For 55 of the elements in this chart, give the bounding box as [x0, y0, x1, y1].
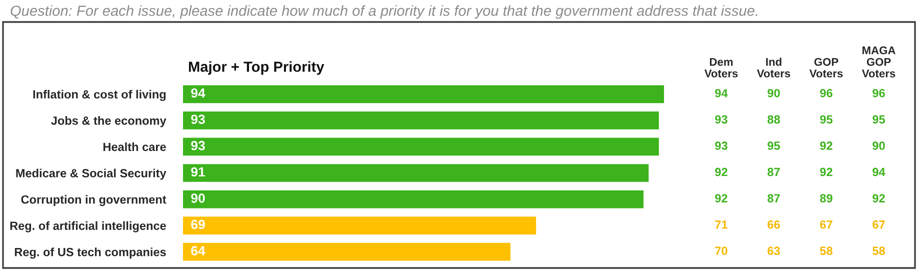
text: 92 [715, 168, 728, 176]
text: 95 [872, 115, 885, 124]
text: 66 [768, 220, 780, 229]
category-label: MAGA GOP Voters [862, 46, 896, 78]
bar [183, 190, 644, 208]
y-tick-label: Reg. of artificial intelligence [10, 221, 166, 232]
data-label: 64 [191, 246, 206, 256]
text: 95 [768, 142, 780, 150]
y-tick-label: Medicare & Social Security [16, 168, 166, 180]
text: 93 [715, 142, 728, 150]
text: 92 [872, 194, 885, 202]
text: 92 [715, 194, 728, 202]
text: 90 [768, 88, 780, 98]
text: 92 [820, 168, 832, 176]
text: 89 [820, 194, 832, 202]
data-label: 93 [191, 140, 205, 150]
category-label: GOP Voters [809, 58, 843, 78]
text: 87 [768, 194, 780, 202]
y-tick-label: Health care [103, 142, 166, 152]
chart-subtitle: Major + Top Priority [188, 61, 324, 75]
data-label: 93 [191, 114, 205, 124]
text: 67 [820, 220, 832, 229]
text: 90 [872, 142, 885, 150]
text: 58 [820, 246, 832, 256]
data-label: 90 [191, 193, 205, 203]
text: 96 [872, 88, 885, 98]
text: 58 [872, 246, 885, 256]
y-tick-label: Corruption in government [21, 195, 166, 206]
chart-title: Question: For each issue, please indicate how much of a priority it is for you that the government address that issue. [10, 5, 758, 19]
y-tick-label: Reg. of US tech companies [14, 248, 166, 259]
bar [183, 138, 659, 156]
text: 96 [820, 88, 832, 98]
text: 94 [715, 88, 728, 98]
category-label: Ind Voters [756, 58, 790, 78]
text: 71 [715, 220, 728, 229]
text: 87 [768, 168, 780, 176]
data-label: 91 [191, 167, 205, 177]
bar [183, 216, 536, 235]
text: 95 [820, 115, 832, 124]
text: 92 [820, 142, 832, 150]
bar [183, 242, 510, 261]
bar [183, 111, 659, 130]
text: 70 [715, 246, 728, 256]
text: 94 [872, 168, 886, 176]
bar [183, 164, 649, 182]
y-tick-label: Inflation & cost of living [33, 90, 166, 101]
text: 67 [872, 220, 885, 229]
text: 63 [768, 246, 780, 256]
category-label: Dem Voters [704, 58, 738, 78]
bar [183, 85, 664, 104]
y-tick-label: Jobs & the economy [51, 116, 166, 128]
data-label: 94 [191, 88, 206, 98]
data-label: 69 [191, 220, 205, 230]
text: 88 [768, 115, 780, 124]
text: 93 [715, 115, 728, 124]
